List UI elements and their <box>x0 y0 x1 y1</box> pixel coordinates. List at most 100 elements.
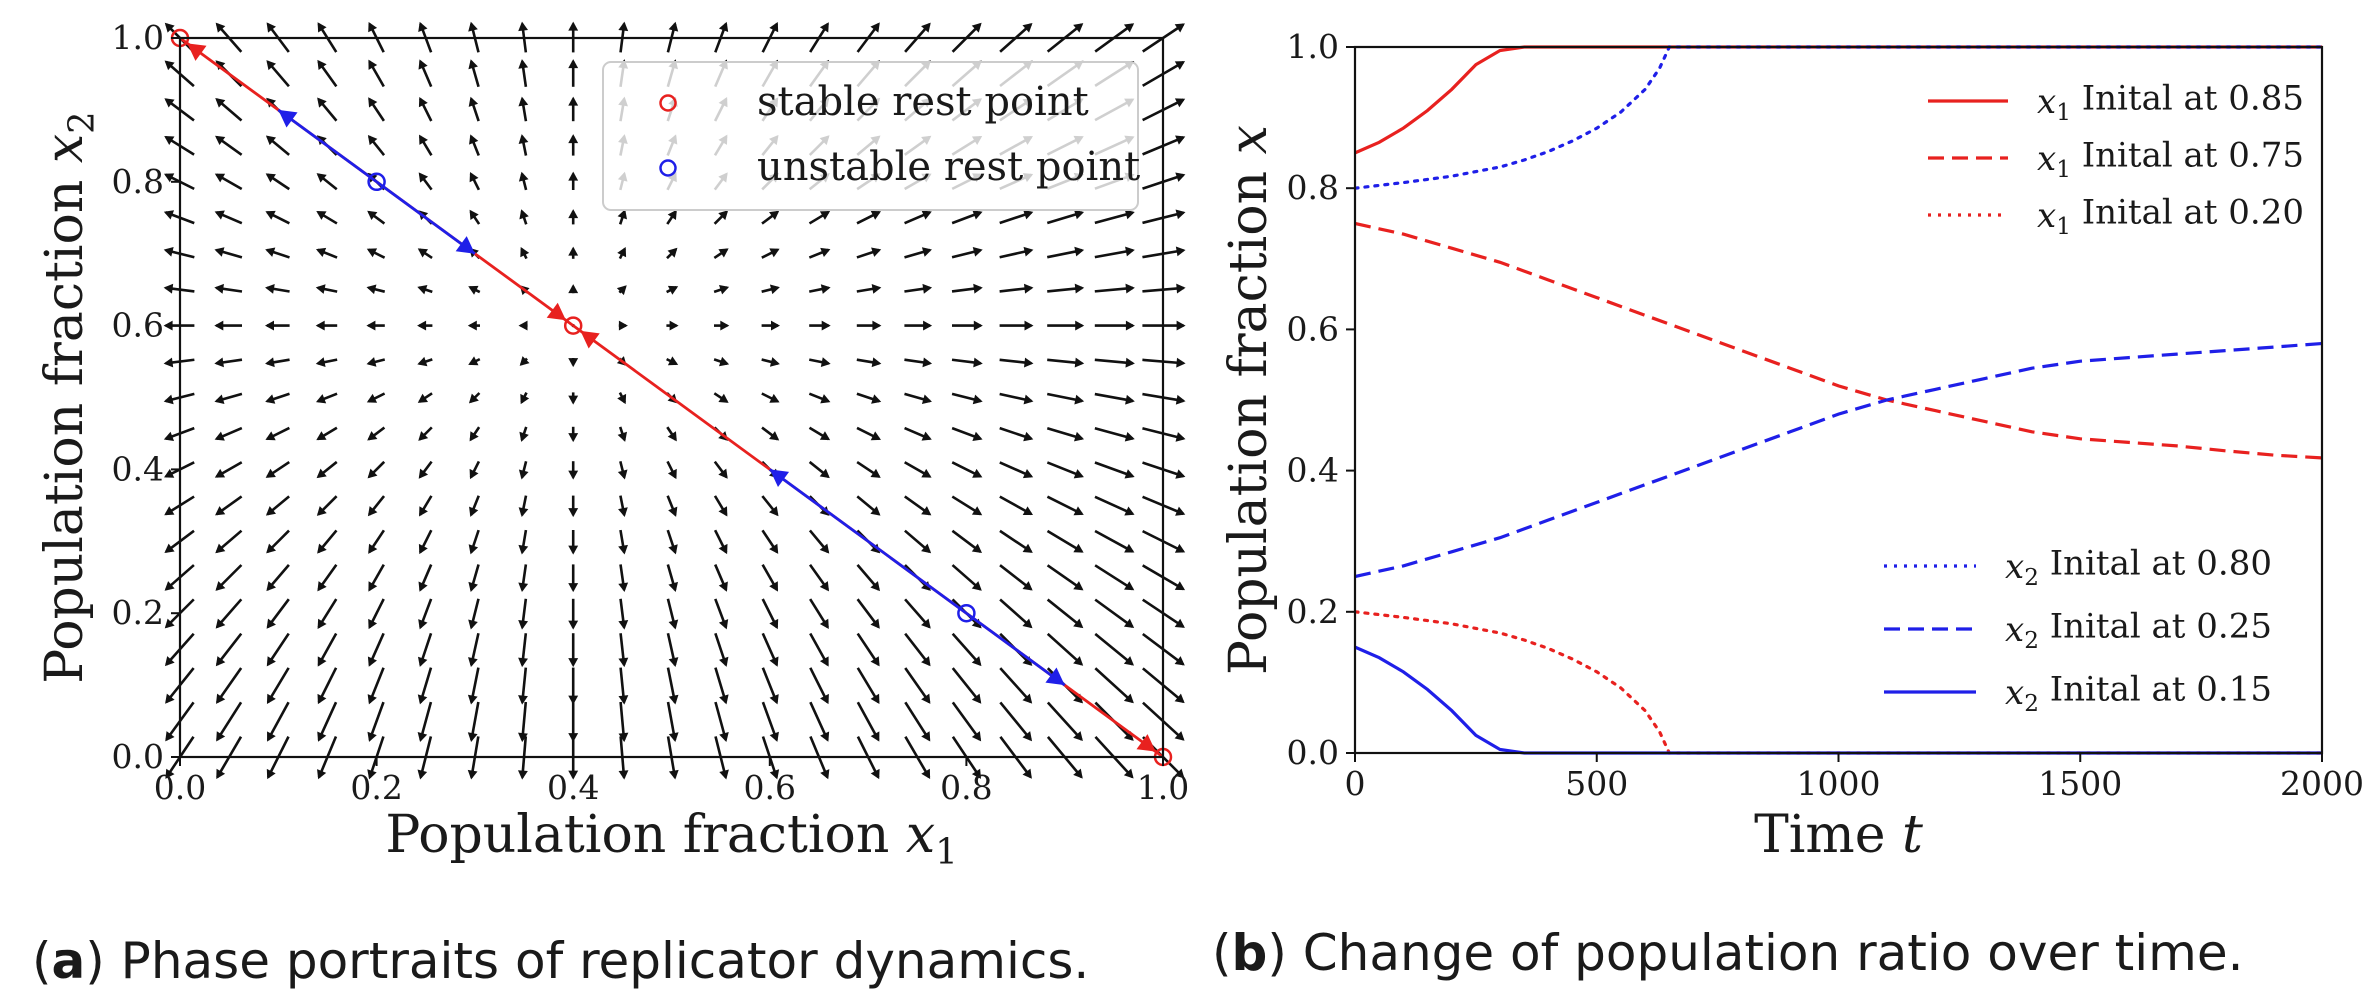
field-arrowhead <box>972 468 983 478</box>
field-arrowhead <box>266 22 276 33</box>
field-arrowhead <box>1174 656 1185 666</box>
field-arrowhead <box>719 731 729 742</box>
field-arrowhead <box>1073 23 1084 33</box>
field-arrowhead <box>214 247 225 257</box>
field-arrowhead <box>769 431 780 441</box>
field-arrowhead <box>568 21 579 31</box>
x-tick-label-b: 1000 <box>1797 764 1881 803</box>
field-arrowhead <box>468 96 479 107</box>
field-arrowhead <box>921 581 931 591</box>
y-tick-label-a: 0.4 <box>112 449 164 488</box>
field-arrowhead <box>921 22 931 33</box>
field-arrowhead <box>418 59 428 70</box>
field-arrowhead <box>1174 731 1185 741</box>
field-arrowhead <box>265 320 274 331</box>
field-arrowhead <box>367 656 377 667</box>
field-arrowhead <box>921 618 931 629</box>
field-arrowhead <box>418 431 429 441</box>
field-arrowhead <box>1023 357 1034 368</box>
field-arrowhead <box>1022 469 1034 479</box>
field-arrowhead <box>368 59 378 70</box>
field-arrowhead <box>871 357 882 368</box>
field-arrowhead <box>769 22 779 33</box>
field-arrowhead <box>568 171 579 181</box>
field-arrowhead <box>819 581 830 592</box>
field-arrowhead <box>518 544 529 555</box>
field-arrowhead <box>769 769 780 780</box>
y-tick-label-b: 0.6 <box>1287 309 1339 348</box>
field-arrowhead <box>1073 768 1083 779</box>
legend-upper-1-label: x1 Inital at 0.75 <box>2037 136 2304 183</box>
field-arrowhead <box>568 770 579 780</box>
time-series-panel: 0 500 1000 1500 2000 0.0 0.2 0.4 0.6 0.8 1.0 x1 Ini… <box>1212 27 2364 982</box>
field-arrowhead <box>667 285 679 295</box>
field-arrowhead <box>366 320 376 331</box>
field-arrowhead <box>367 210 378 221</box>
field-arrowhead <box>718 619 729 630</box>
field-arrowhead <box>871 284 882 294</box>
y-axis-label-b: Population fraction x <box>1219 125 1279 675</box>
field-arrowhead <box>1022 618 1033 629</box>
y-tick-label-a: 0.6 <box>112 306 164 345</box>
field-arrowhead <box>316 173 327 183</box>
series-line <box>1355 341 2322 579</box>
field-arrowhead <box>419 506 428 517</box>
field-arrowhead <box>214 173 226 183</box>
field-arrowhead <box>469 172 479 183</box>
field-arrowhead <box>317 581 327 592</box>
field-arrowhead <box>568 433 579 443</box>
field-arrowhead <box>973 357 983 368</box>
field-arrowhead <box>163 283 174 294</box>
field-arrowhead <box>1022 768 1032 779</box>
field-arrowhead <box>468 393 479 404</box>
field-arrowhead <box>972 247 983 257</box>
field-arrowhead <box>972 210 983 220</box>
field-arrow <box>1094 598 1134 628</box>
field-arrowhead <box>1176 283 1186 294</box>
field-arrowhead <box>315 247 327 258</box>
field-arrowhead <box>921 247 932 257</box>
field-arrowhead <box>769 248 780 258</box>
field-arrowhead <box>618 320 628 331</box>
field-arrowhead <box>417 694 428 705</box>
field-arrowhead <box>568 733 579 743</box>
field-arrowhead <box>368 618 378 630</box>
field-arrowhead <box>769 357 780 367</box>
field-arrowhead <box>719 694 729 705</box>
legend-lower-1-label: x2 Inital at 0.25 <box>2005 607 2272 654</box>
y-tick-label-b: 0.8 <box>1287 168 1339 207</box>
field-arrowhead <box>418 468 429 479</box>
field-arrowhead <box>215 22 226 33</box>
field-arrowhead <box>469 506 479 517</box>
field-arrowhead <box>771 320 780 331</box>
field-arrowhead <box>163 320 173 331</box>
x-axis-label-a: Population fraction x1 <box>385 805 957 872</box>
y-tick-label-b: 0.2 <box>1287 592 1339 631</box>
y-tick-label-a: 0.0 <box>112 737 164 776</box>
field-arrowhead <box>1174 768 1185 779</box>
x-tick-label-a: 0.8 <box>940 768 992 807</box>
field-arrowhead <box>265 468 276 478</box>
field-arrowhead <box>316 506 327 516</box>
field-arrowhead <box>1175 432 1186 442</box>
series-line <box>1355 45 2322 155</box>
field-arrowhead <box>367 769 377 780</box>
field-arrowhead <box>1175 246 1186 257</box>
field-arrowhead <box>922 357 933 368</box>
field-arrowhead <box>164 618 175 629</box>
field-arrowhead <box>518 21 529 32</box>
x-tick-label-a: 0.2 <box>350 768 402 807</box>
unstable-rest-point <box>367 172 386 192</box>
field-arrowhead <box>719 769 729 780</box>
field-arrowhead <box>265 210 276 220</box>
field-arrowhead <box>667 247 678 258</box>
boundary-arrowhead <box>187 43 207 61</box>
boundary-arrowhead <box>580 330 600 349</box>
field-arrowhead <box>366 284 377 295</box>
field-arrowhead <box>668 769 679 780</box>
field-arrow <box>1094 564 1134 591</box>
unstable-branch-arrowhead <box>1045 667 1065 686</box>
field-arrowhead <box>718 543 728 555</box>
field-arrowhead <box>215 506 226 516</box>
field-arrowhead <box>971 656 982 667</box>
